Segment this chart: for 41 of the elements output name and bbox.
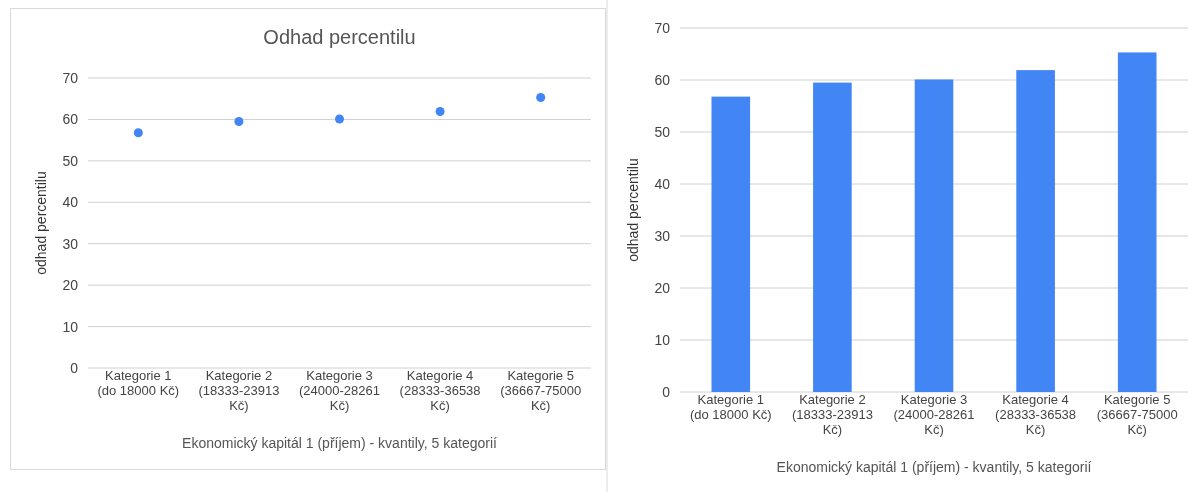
y-tick-label: 30 [62,235,79,252]
y-tick-label: 40 [654,175,671,192]
x-axis-title: Ekonomický kapitál 1 (příjem) - kvantily, 5 kategorií [776,459,1092,475]
y-tick-label: 40 [62,194,79,211]
x-tick-label: Kategorie 5 (36667-75000 Kč) [500,368,582,413]
x-tick-label: Kategorie 3 (24000-28261 Kč) [893,392,975,437]
x-tick-label: Kategorie 1 (do 18000 Kč) [689,392,772,422]
x-axis-title: Ekonomický kapitál 1 (příjem) - kvantily, 5 kategorií [182,435,498,451]
y-tick-label: 70 [62,69,79,86]
y-tick-label: 60 [654,71,671,88]
x-tick-label: Kategorie 4 (28333-36538 Kč) [995,392,1077,437]
bar [1016,70,1055,392]
y-tick-label: 50 [654,123,671,140]
bar [914,79,954,392]
y-tick-label: 20 [62,277,79,294]
point [133,128,143,138]
y-tick-label: 20 [654,279,671,296]
y-axis-title: odhad percentilu [625,158,641,262]
y-tick-label: 30 [654,227,671,244]
bar [1117,52,1157,392]
y-axis-title: odhad percentilu [33,171,49,275]
y-tick-label: 10 [62,318,79,335]
point [435,107,445,117]
x-tick-label: Kategorie 2 (18333-23913 Kč) [791,392,873,437]
x-tick-label: Kategorie 1 (do 18000 Kč) [97,368,180,398]
y-tick-label: 50 [62,152,79,169]
bar [813,82,852,392]
point [234,116,244,127]
y-tick-label: 0 [662,383,671,400]
chart-title: Odhad percentilu [263,26,416,48]
x-tick-label: Kategorie 4 (28333-36538 Kč) [399,368,481,413]
y-tick-label: 10 [654,331,671,348]
x-tick-label: Kategorie 3 (24000-28261 Kč) [299,368,380,413]
y-tick-label: 60 [62,111,79,128]
y-tick-label: 70 [654,19,671,36]
bar [711,96,751,392]
y-tick-label: 0 [70,359,79,376]
x-tick-label: Kategorie 2 (18333-23913 Kč) [198,368,280,413]
point [536,92,546,102]
point [334,114,345,124]
x-tick-label: Kategorie 5 (36667-75000 Kč) [1096,392,1178,437]
